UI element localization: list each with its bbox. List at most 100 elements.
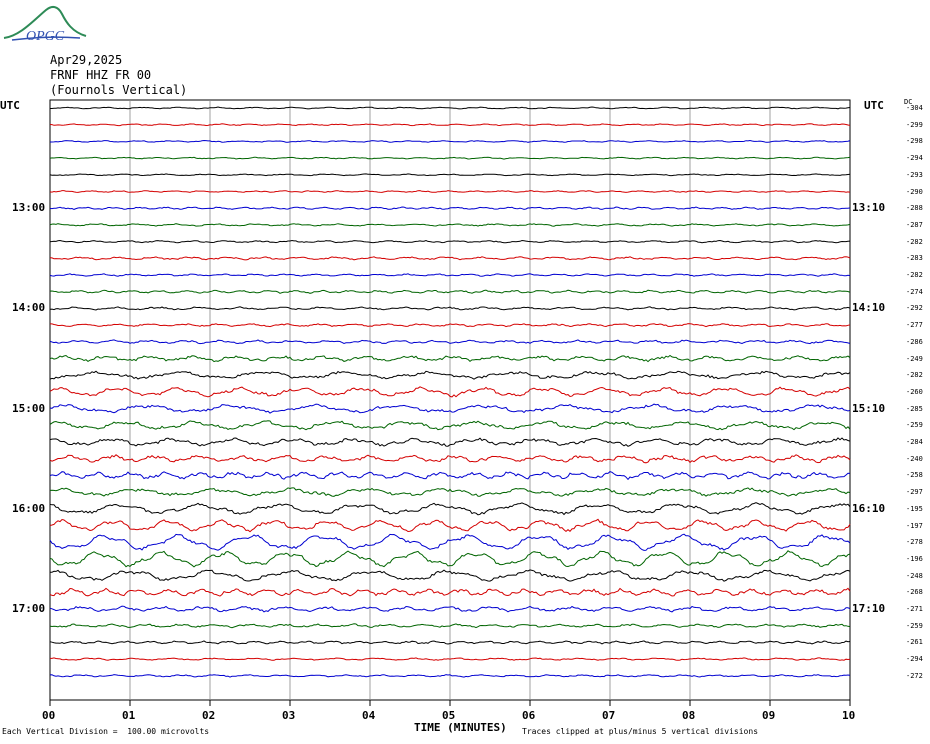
seismic-trace xyxy=(49,605,851,613)
seismic-trace xyxy=(49,354,851,363)
dc-offset-label: -278 xyxy=(906,538,923,547)
seismic-trace xyxy=(49,256,851,261)
seismic-trace xyxy=(49,640,851,645)
dc-offset-label: -274 xyxy=(906,287,923,296)
dc-offset-label: -288 xyxy=(906,204,923,213)
seismic-trace xyxy=(49,623,851,629)
dc-offset-label: -248 xyxy=(906,571,923,580)
seismic-trace xyxy=(50,106,851,110)
right-hour-label: 16:10 xyxy=(852,501,886,515)
left-axis-title: UTC xyxy=(0,99,20,112)
seismic-trace xyxy=(49,339,851,345)
date-label: Apr29,2025 xyxy=(50,53,123,67)
opgc-logo: OPGC xyxy=(3,5,87,44)
dc-offset-label: -294 xyxy=(906,154,923,163)
seismic-trace xyxy=(49,156,851,160)
location-label: (Fournols Vertical) xyxy=(50,83,188,97)
dc-offset-label: -259 xyxy=(906,621,923,630)
seismic-trace xyxy=(49,370,851,380)
dc-offset-label: -271 xyxy=(906,605,923,613)
dc-offset-label: -261 xyxy=(906,638,923,647)
dc-offset-label: -272 xyxy=(906,671,923,680)
seismic-trace xyxy=(50,657,851,661)
seismic-trace xyxy=(49,487,851,497)
dc-offset-label: -282 xyxy=(906,237,923,246)
dc-offset-label: -196 xyxy=(906,554,923,563)
x-tick-label: 08 xyxy=(682,709,696,722)
dc-offset-label: -287 xyxy=(906,220,923,229)
x-tick-label: 04 xyxy=(362,709,376,722)
seismic-trace xyxy=(49,437,851,447)
seismic-trace xyxy=(49,173,851,177)
right-axis-title: UTC xyxy=(864,99,884,112)
right-hour-label: 13:10 xyxy=(852,201,886,215)
dc-offset-label: -285 xyxy=(906,404,923,413)
seismic-trace xyxy=(49,674,851,678)
seismic-trace xyxy=(49,223,851,227)
dc-offset-label: -293 xyxy=(906,170,923,179)
x-axis-ticks xyxy=(49,700,851,706)
seismic-trace xyxy=(49,386,851,398)
x-tick-label: 09 xyxy=(762,709,776,722)
dc-offset-label: -299 xyxy=(906,120,923,129)
seismic-trace xyxy=(49,587,851,597)
seismic-trace xyxy=(49,403,851,414)
left-hour-label: 15:00 xyxy=(12,401,46,415)
dc-offset-label: -268 xyxy=(906,588,923,597)
dc-offset-label: -292 xyxy=(906,304,923,313)
left-hour-label: 17:00 xyxy=(12,602,46,615)
seismic-trace xyxy=(50,323,851,328)
left-hour-label: 14:00 xyxy=(12,301,46,315)
dc-offset-label: -240 xyxy=(906,454,923,463)
seismic-trace xyxy=(50,569,851,582)
seismic-trace xyxy=(49,289,851,294)
dc-offset-label: -249 xyxy=(906,354,923,363)
seismic-traces xyxy=(49,106,851,678)
seismic-trace xyxy=(50,139,851,143)
x-tick-label: 07 xyxy=(602,709,616,722)
dc-offset-label: -286 xyxy=(906,337,923,346)
seismic-trace xyxy=(49,454,851,464)
dc-offset-label: -282 xyxy=(906,271,923,279)
x-tick-label: 06 xyxy=(522,709,536,722)
dc-offset-label: -259 xyxy=(906,421,923,430)
dc-offset-label: -258 xyxy=(906,471,923,480)
x-tick-label: 01 xyxy=(122,709,136,722)
x-tick-label: 00 xyxy=(42,709,56,722)
dc-offset-label: -290 xyxy=(906,187,923,196)
right-hour-label: 14:10 xyxy=(852,301,886,315)
right-hour-label: 15:10 xyxy=(852,401,886,415)
scale-note: Each Vertical Division = 100.00 microvol… xyxy=(2,727,210,736)
seismic-trace xyxy=(49,206,851,210)
minute-gridlines xyxy=(129,100,771,700)
dc-offset-label: -260 xyxy=(906,387,923,396)
clip-note: Traces clipped at plus/minus 5 vertical … xyxy=(522,727,759,736)
logo-text: OPGC xyxy=(26,29,65,44)
seismic-trace xyxy=(49,239,851,244)
left-hour-label: 16:00 xyxy=(12,501,46,515)
station-label: FRNF HHZ FR 00 xyxy=(50,68,152,82)
dc-offset-label: -304 xyxy=(906,104,923,112)
x-tick-label: 03 xyxy=(282,709,296,722)
dc-label: DC xyxy=(904,98,913,106)
right-hour-label: 17:10 xyxy=(852,602,886,615)
dc-offset-label: -294 xyxy=(906,655,923,664)
seismic-trace xyxy=(49,518,851,533)
dc-offset-label: -195 xyxy=(906,504,923,513)
seismic-trace xyxy=(49,550,851,568)
seismic-trace xyxy=(49,420,851,431)
dc-offset-label: -297 xyxy=(906,488,923,497)
left-hour-label: 13:00 xyxy=(12,201,46,215)
seismic-trace xyxy=(49,123,851,127)
dc-offset-label: -277 xyxy=(906,321,923,330)
seismic-trace xyxy=(49,533,851,551)
x-tick-label: 02 xyxy=(202,709,216,722)
dc-offset-label: -298 xyxy=(906,137,923,146)
seismic-trace xyxy=(49,502,851,516)
seismic-trace xyxy=(49,273,851,277)
seismic-trace xyxy=(49,471,851,481)
x-tick-label: 10 xyxy=(842,709,856,722)
seismic-trace xyxy=(49,190,851,193)
seismic-trace xyxy=(49,306,851,311)
dc-offset-label: -197 xyxy=(906,521,923,530)
